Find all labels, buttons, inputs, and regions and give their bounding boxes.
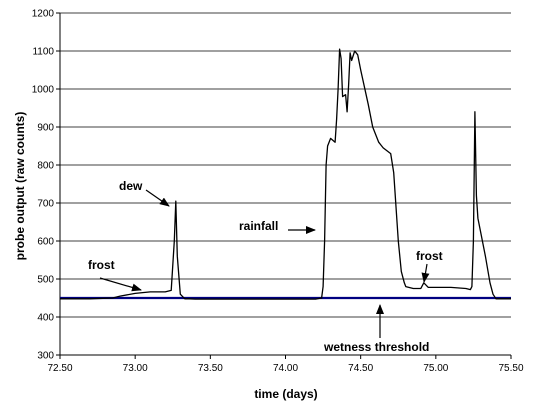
annotation-frost-left: frost bbox=[88, 258, 115, 272]
y-tick-label: 700 bbox=[37, 199, 54, 210]
x-tick-label: 75.00 bbox=[423, 363, 448, 374]
x-axis-title: time (days) bbox=[254, 387, 317, 401]
y-tick-label: 900 bbox=[37, 123, 54, 134]
gridlines bbox=[60, 12, 511, 318]
x-tick-label: 73.50 bbox=[198, 363, 223, 374]
arrow-dew bbox=[145, 189, 170, 207]
annotation-dew: dew bbox=[119, 179, 143, 193]
annotation-wetness-threshold: wetness threshold bbox=[323, 340, 429, 354]
annotation-rainfall: rainfall bbox=[239, 219, 278, 233]
x-tick-label: 72.50 bbox=[47, 363, 72, 374]
arrow-frost-left bbox=[99, 277, 142, 292]
y-axis-title: probe output (raw counts) bbox=[13, 112, 27, 261]
x-tick-label: 73.00 bbox=[123, 363, 148, 374]
annotation-frost-right: frost bbox=[416, 249, 443, 263]
y-tick-label: 800 bbox=[37, 161, 54, 172]
y-tick-label: 1000 bbox=[32, 85, 55, 96]
y-tick-label: 1100 bbox=[32, 47, 54, 58]
y-axis-ticks: 300 400 500 600 700 800 900 1000 1100 1200 bbox=[32, 9, 60, 362]
y-tick-label: 500 bbox=[37, 275, 54, 286]
arrow-frost-right bbox=[421, 263, 430, 283]
annotations: dew frost rainfall frost wetness thresho… bbox=[88, 179, 443, 354]
x-tick-label: 74.50 bbox=[348, 363, 373, 374]
y-tick-label: 400 bbox=[37, 313, 54, 324]
x-tick-label: 75.50 bbox=[498, 363, 523, 374]
y-tick-label: 1200 bbox=[32, 9, 55, 20]
x-axis-ticks: 72.50 73.00 73.50 74.00 74.50 75.00 75.50 bbox=[47, 355, 524, 374]
y-tick-label: 300 bbox=[37, 351, 54, 362]
series-layer bbox=[60, 48, 511, 300]
y-tick-label: 600 bbox=[37, 237, 54, 248]
x-tick-label: 74.00 bbox=[273, 363, 298, 374]
series-line-probe-output bbox=[60, 48, 511, 300]
